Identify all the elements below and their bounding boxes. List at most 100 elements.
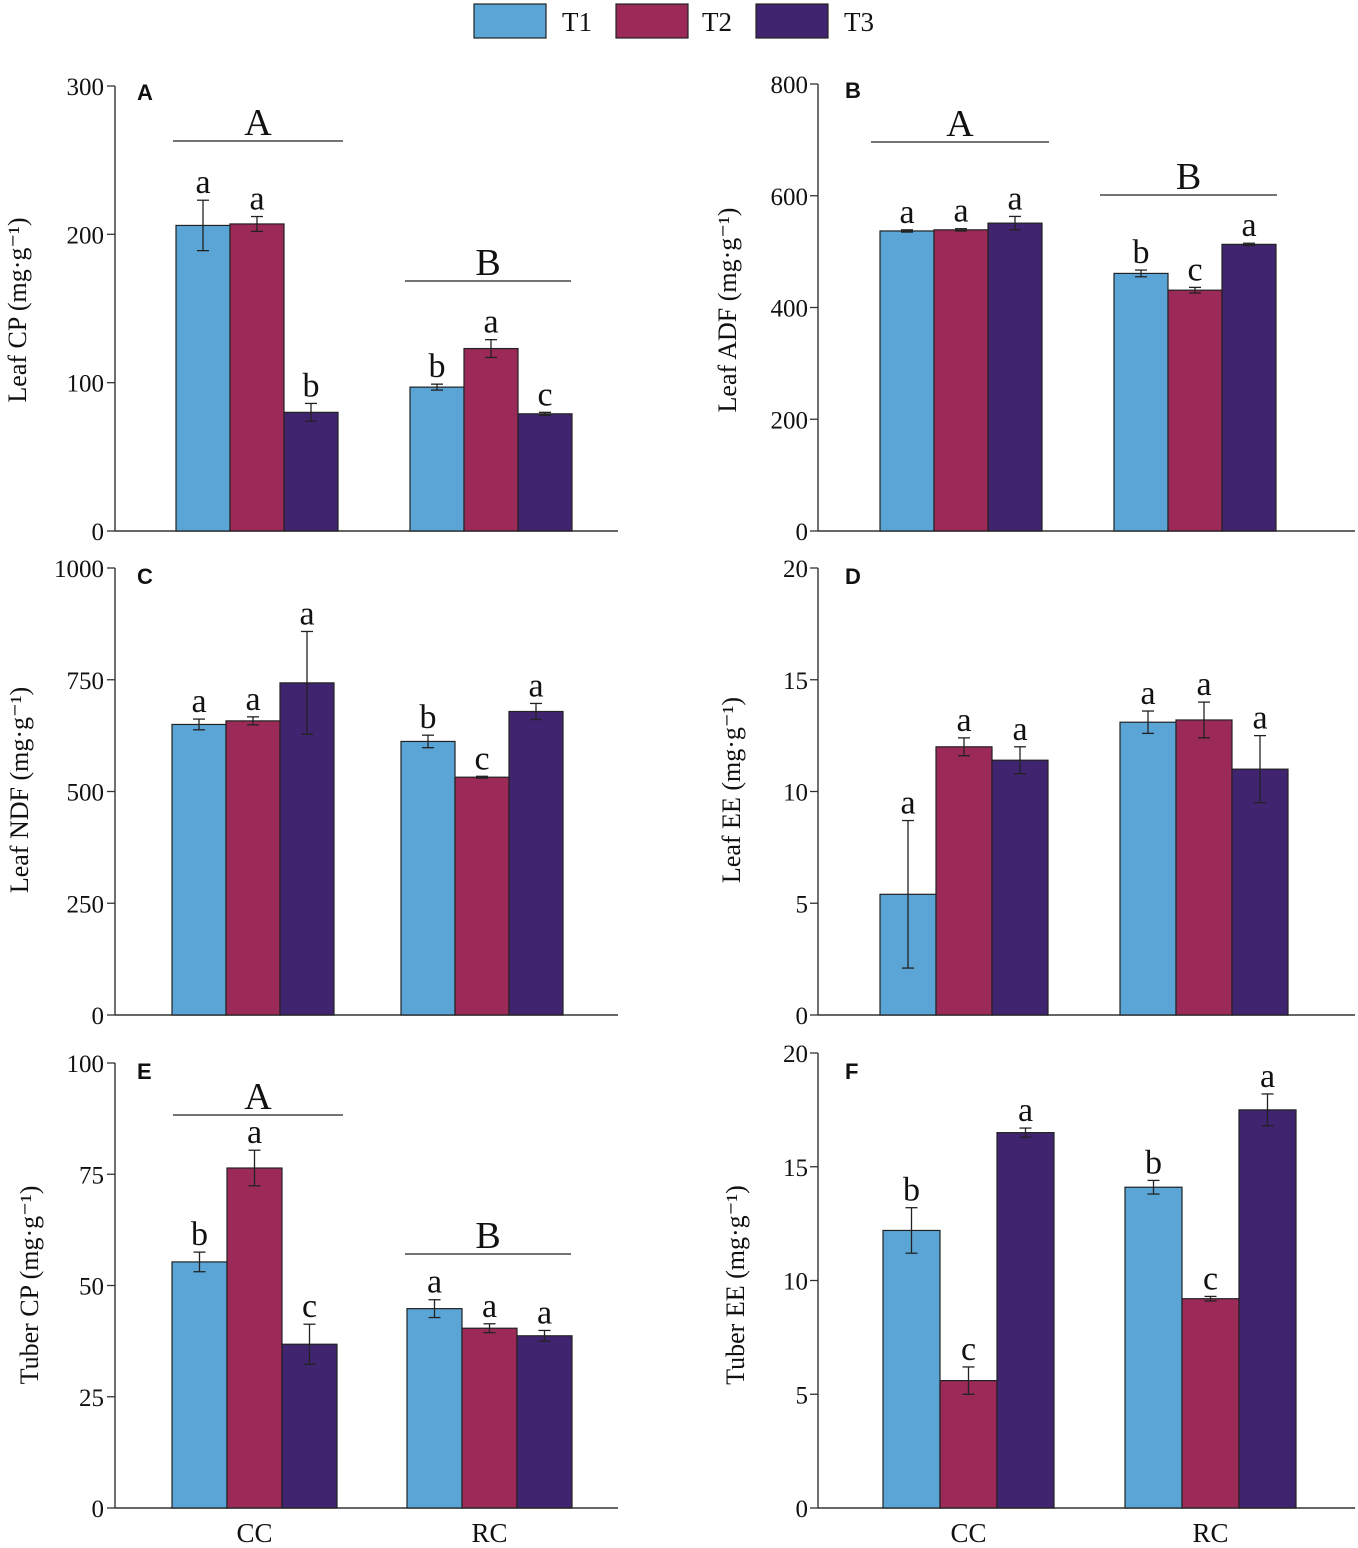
- bar-t1-rc: [406, 1308, 463, 1509]
- y-tick-label: 0: [92, 519, 105, 546]
- bar-t3-rc: [508, 710, 564, 1016]
- legend-swatch-t1: [473, 3, 547, 39]
- y-axis-label: Tuber EE (mg·g⁻¹): [721, 1185, 750, 1385]
- bar-t2-rc: [1167, 289, 1223, 532]
- significance-letter: b: [303, 367, 320, 404]
- bar-t1-rc: [400, 740, 456, 1016]
- significance-letter: a: [482, 1288, 497, 1325]
- x-category-label: CC: [950, 1518, 986, 1548]
- bar-t2-rc: [1181, 1298, 1240, 1509]
- bar-t3-cc: [987, 222, 1043, 532]
- y-tick-label: 10: [783, 1269, 808, 1296]
- y-tick-label: 0: [92, 1003, 105, 1030]
- group-letter: B: [475, 1215, 500, 1257]
- significance-letter: c: [537, 376, 552, 413]
- significance-letter: a: [1140, 675, 1155, 712]
- y-tick-label: 500: [67, 780, 105, 807]
- panel-letter: A: [137, 80, 153, 105]
- significance-letter: a: [953, 193, 968, 230]
- bar-t3-rc: [1238, 1109, 1297, 1509]
- significance-letter: a: [1196, 666, 1211, 703]
- significance-letter: b: [420, 699, 437, 736]
- y-tick-label: 1000: [54, 556, 104, 583]
- group-letter: A: [244, 102, 272, 144]
- panel-letter: C: [137, 564, 153, 589]
- legend-swatch-t2: [615, 3, 689, 39]
- y-tick-label: 300: [67, 74, 105, 101]
- bar-t2-cc: [225, 720, 281, 1016]
- significance-letter: a: [483, 304, 498, 341]
- bar-t1-cc: [175, 224, 231, 532]
- bar-t2-rc: [463, 347, 519, 532]
- panel-letter: B: [845, 78, 861, 103]
- bar-t1-cc: [171, 1261, 228, 1509]
- x-category-label: RC: [471, 1518, 507, 1548]
- bar-t2-rc: [454, 776, 510, 1016]
- significance-letter: c: [1203, 1260, 1218, 1297]
- y-tick-label: 75: [79, 1162, 104, 1189]
- significance-letter: a: [245, 681, 260, 718]
- panel-f: 0 5 10 15 20 Tuber EE (mg·g⁻¹) Fb b c c a a CC RC: [721, 1041, 1355, 1548]
- significance-letter: b: [1145, 1144, 1162, 1181]
- bar-t1-rc: [1113, 272, 1169, 532]
- significance-letter: a: [247, 1114, 262, 1151]
- panel-c: 0 250 500 750 1000 Leaf NDF (mg·g⁻¹) Ca b a c a a: [5, 556, 618, 1030]
- y-tick-label: 250: [67, 891, 105, 918]
- panel-d: 0 5 10 15 20 Leaf EE (mg·g⁻¹) Da a a a a a: [717, 556, 1355, 1030]
- bar-t3-cc: [281, 1343, 338, 1509]
- legend-swatch-t3: [755, 3, 829, 39]
- significance-letter: a: [299, 595, 314, 632]
- y-tick-label: 600: [771, 184, 809, 211]
- bar-t1-rc: [1124, 1186, 1183, 1509]
- bar-t1-cc: [879, 230, 935, 532]
- y-tick-label: 15: [783, 668, 808, 695]
- y-tick-label: 5: [796, 891, 809, 918]
- legend-label-t3: T3: [844, 7, 874, 37]
- group-letter: A: [946, 103, 974, 145]
- y-axis-label: Leaf ADF (mg·g⁻¹): [713, 208, 742, 413]
- significance-letter: b: [191, 1216, 208, 1253]
- bar-t3-rc: [517, 413, 573, 532]
- y-tick-label: 15: [783, 1155, 808, 1182]
- y-tick-label: 0: [796, 1003, 809, 1030]
- significance-letter: a: [1260, 1058, 1275, 1095]
- group-letter: B: [1176, 156, 1201, 198]
- bar-t1-rc: [409, 386, 465, 532]
- bar-t2-cc: [935, 746, 993, 1016]
- y-tick-label: 200: [67, 222, 105, 249]
- bar-t3-cc: [283, 411, 339, 532]
- x-category-label: RC: [1192, 1518, 1228, 1548]
- y-tick-label: 100: [67, 371, 105, 398]
- significance-letter: c: [961, 1331, 976, 1368]
- bar-t1-rc: [1119, 721, 1177, 1016]
- y-tick-label: 50: [79, 1274, 104, 1301]
- bar-t3-cc: [279, 682, 335, 1016]
- significance-letter: a: [195, 164, 210, 201]
- y-tick-label: 800: [771, 72, 809, 99]
- legend-label-t2: T2: [702, 7, 732, 37]
- significance-letter: a: [1252, 700, 1267, 737]
- significance-letter: c: [1187, 251, 1202, 288]
- significance-letter: c: [474, 740, 489, 777]
- y-tick-label: 0: [796, 519, 809, 546]
- group-letter: A: [244, 1076, 272, 1118]
- bar-t3-cc: [991, 759, 1049, 1016]
- y-axis-label: Leaf EE (mg·g⁻¹): [717, 697, 746, 883]
- bar-t3-cc: [996, 1132, 1055, 1509]
- y-tick-label: 100: [67, 1051, 105, 1078]
- bar-t2-cc: [933, 229, 989, 532]
- group-letter: B: [475, 242, 500, 284]
- y-axis-label: Tuber CP (mg·g⁻¹): [15, 1186, 44, 1385]
- x-category-label: CC: [236, 1518, 272, 1548]
- y-tick-label: 0: [796, 1496, 809, 1523]
- bar-t1-cc: [171, 723, 227, 1016]
- y-tick-label: 750: [67, 668, 105, 695]
- y-tick-label: 0: [92, 1496, 105, 1523]
- significance-letter: b: [429, 348, 446, 385]
- significance-letter: a: [537, 1294, 552, 1331]
- legend-label-t1: T1: [562, 7, 592, 37]
